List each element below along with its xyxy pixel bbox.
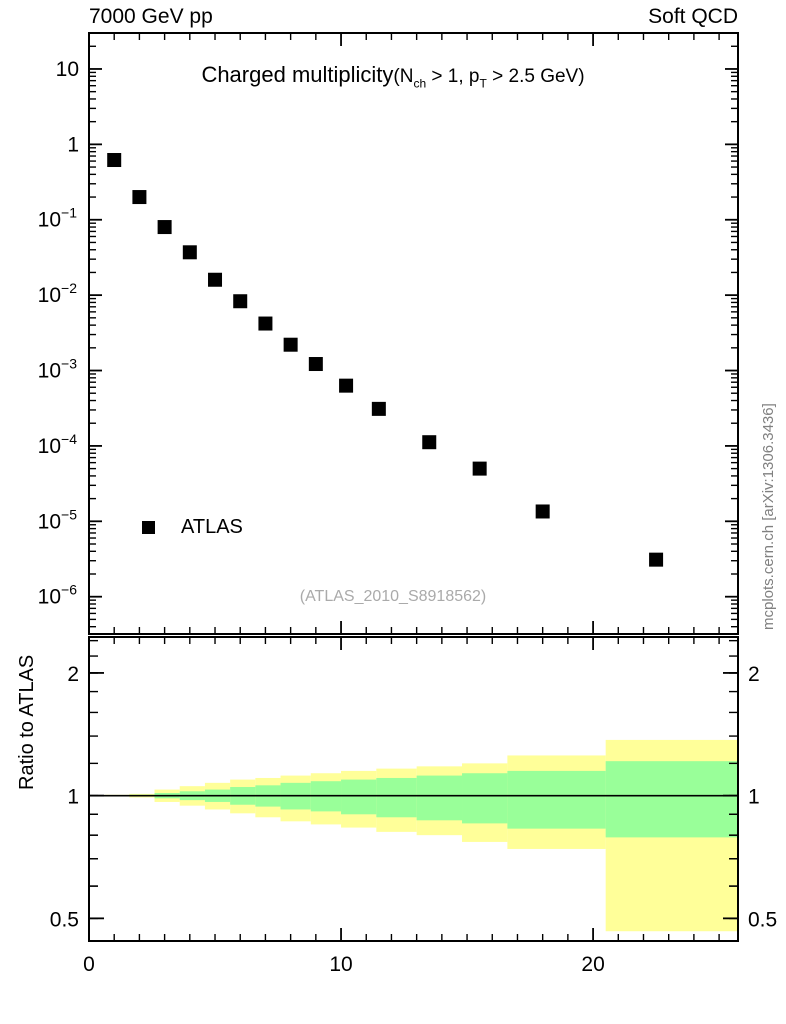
source-attribution-text: mcplots.cern.ch [arXiv:1306.3436] <box>760 403 777 630</box>
x-axis-tick-label: 20 <box>581 953 604 976</box>
ratio-inner-band <box>507 770 606 829</box>
data-point-marker <box>258 316 273 331</box>
data-point-marker <box>132 190 147 205</box>
ratio-inner-band <box>462 773 508 824</box>
data-point-marker <box>371 401 386 416</box>
ratio-y-tick-label: 1 <box>748 786 760 809</box>
data-point-marker <box>107 153 122 168</box>
ratio-inner-band <box>376 777 417 818</box>
ratio-axis-label: Ratio to ATLAS <box>16 654 38 790</box>
header-right-process-label: Soft QCD <box>648 5 738 28</box>
data-point-marker <box>339 378 354 393</box>
data-point-marker <box>422 435 437 450</box>
data-point-marker <box>308 357 323 372</box>
plot-title-paren-close: > 2.5 GeV) <box>486 66 585 87</box>
x-axis-tick-label: 0 <box>83 953 95 976</box>
main-y-tick-label: 10 <box>56 58 79 81</box>
data-point-marker <box>472 461 487 476</box>
main-y-tick-label: 1 <box>67 133 79 156</box>
ratio-y-tick-label: 0.5 <box>748 908 777 931</box>
ratio-y-tick-label: 1 <box>67 786 79 809</box>
ratio-panel-group: 2 21 10.5 0.50 10 20 <box>50 636 777 976</box>
main-panel-frame <box>88 32 739 635</box>
main-y-tick-label: 10−3 <box>38 356 78 383</box>
main-y-tick-label: 10−2 <box>38 280 78 307</box>
main-y-tick-label: 10−1 <box>38 205 78 232</box>
x-axis-tick-label: 10 <box>329 953 352 976</box>
legend: ATLAS <box>142 516 243 539</box>
data-point-marker <box>182 245 197 260</box>
ratio-y-tick-label: 2 <box>748 663 760 686</box>
ratio-inner-band <box>605 761 738 838</box>
plot-title-main: Charged multiplicity <box>201 62 394 87</box>
plot-title-sub-nch: ch <box>413 76 427 91</box>
legend-marker-atlas <box>142 521 155 534</box>
plot-title-sub-pt: T <box>479 76 487 91</box>
header-left-beam-label: 7000 GeV pp <box>89 5 213 28</box>
ratio-inner-band <box>416 775 463 821</box>
data-point-marker <box>283 337 298 352</box>
ratio-y-tick-label: 2 <box>67 663 79 686</box>
ratio-y-tick-label: 0.5 <box>50 908 79 931</box>
main-y-tick-label: 10−4 <box>38 431 78 458</box>
data-point-marker <box>157 220 172 235</box>
legend-label-atlas: ATLAS <box>181 516 243 538</box>
source-attribution-note: mcplots.cern.ch [arXiv:1306.3436] <box>760 30 777 630</box>
ratio-panel-frame <box>88 636 739 942</box>
ratio-inner-band <box>341 779 377 815</box>
plot-title-mid: > 1, p <box>426 66 480 87</box>
data-point-marker <box>233 294 248 309</box>
plot-title: Charged multiplicity(Nch > 1, pT > 2.5 G… <box>0 62 786 90</box>
data-point-marker <box>535 504 550 519</box>
data-point-marker <box>208 272 223 287</box>
data-point-marker <box>649 552 664 567</box>
plot-title-paren-open: (N <box>393 66 414 87</box>
main-y-tick-label: 10−5 <box>38 506 78 533</box>
analysis-id-watermark: (ATLAS_2010_S8918562) <box>299 588 487 605</box>
